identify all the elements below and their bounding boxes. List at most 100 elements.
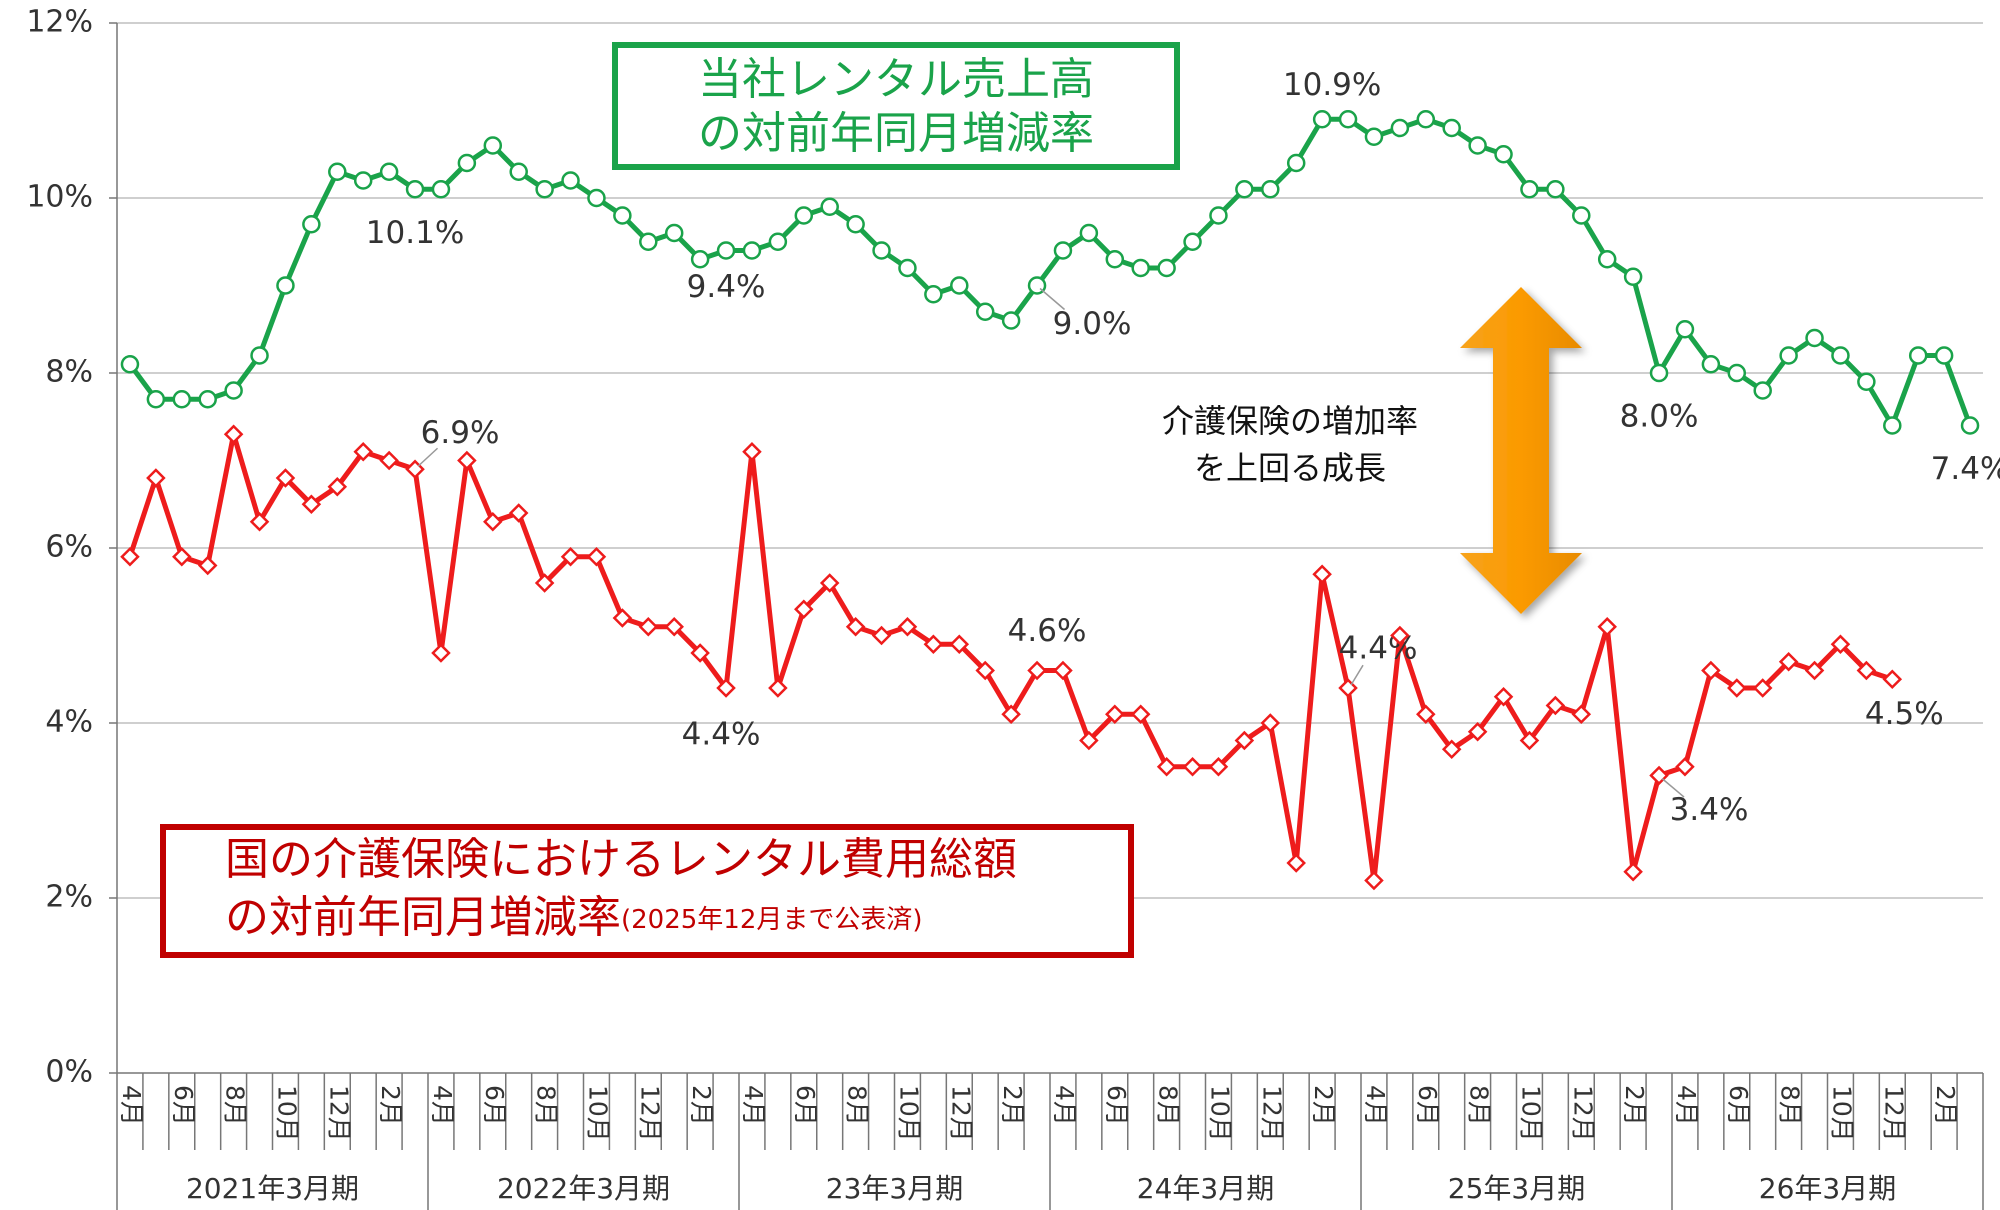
point: [1908, 346, 1928, 365]
point: [1182, 756, 1203, 777]
point: [1027, 660, 1047, 681]
point: [561, 171, 580, 190]
point: [1675, 756, 1695, 777]
group-label: 26年3月期: [1759, 1172, 1896, 1205]
point: [1053, 660, 1073, 681]
point: [1364, 870, 1384, 891]
point: [1312, 110, 1332, 129]
point: [1364, 127, 1384, 146]
point: [1753, 381, 1772, 400]
point: [664, 223, 684, 243]
point: [1390, 625, 1410, 646]
point: [638, 616, 659, 637]
legend-label: の対前年同月増減率(2025年12月まで公表済): [225, 892, 923, 943]
point: [172, 390, 192, 409]
x-tick-label: 6月: [791, 1085, 820, 1126]
data-label: 7.4%: [1931, 451, 2000, 487]
point: [768, 678, 788, 698]
point: [1883, 416, 1902, 435]
point: [1519, 730, 1540, 751]
point: [249, 511, 270, 532]
x-tick-label: 6月: [169, 1085, 198, 1126]
point: [664, 616, 684, 637]
point: [1131, 258, 1150, 278]
point: [975, 660, 995, 681]
annotation: を上回る成長: [1194, 449, 1386, 487]
point: [1260, 713, 1281, 733]
x-tick-label: 6月: [1413, 1085, 1442, 1126]
point: [1416, 704, 1436, 725]
point: [560, 546, 581, 567]
point: [1960, 416, 1980, 435]
group-label: 23年3月期: [826, 1172, 963, 1205]
point: [1001, 704, 1021, 725]
legend-label: 国の介護保険におけるレンタル費用総額: [225, 834, 1017, 885]
point: [1546, 180, 1565, 199]
point: [1934, 346, 1954, 365]
x-tick-label: 4月: [1050, 1085, 1079, 1126]
point: [897, 616, 918, 637]
legend-label: の対前年同月増減率: [225, 892, 621, 943]
point: [1727, 363, 1747, 383]
point: [223, 424, 244, 445]
y-tick-label: 2%: [45, 880, 93, 915]
leader-line: [1661, 777, 1685, 798]
point: [1831, 346, 1850, 365]
x-tick-label: 4月: [739, 1085, 768, 1126]
y-tick-label: 10%: [26, 180, 93, 215]
point: [716, 241, 736, 260]
x-tick-label: 8月: [532, 1085, 561, 1126]
point: [1830, 634, 1851, 655]
data-label: 3.4%: [1670, 792, 1749, 828]
point: [871, 625, 892, 646]
data-label: 9.0%: [1053, 306, 1132, 342]
y-tick-label: 0%: [45, 1055, 93, 1090]
x-tick-label: 6月: [1724, 1085, 1753, 1126]
point: [820, 197, 839, 216]
group-label: 2022年3月期: [497, 1172, 670, 1205]
x-tick-label: 2月: [998, 1085, 1027, 1126]
point: [1675, 320, 1695, 339]
x-tick-label: 2月: [1620, 1085, 1649, 1126]
point: [1390, 118, 1410, 138]
point: [172, 546, 192, 567]
point: [613, 206, 632, 225]
point: [1779, 346, 1798, 365]
point: [1623, 861, 1643, 882]
point: [1701, 660, 1721, 681]
point: [1597, 616, 1617, 637]
point: [1520, 180, 1539, 199]
data-label: 4.5%: [1865, 696, 1944, 732]
x-tick-label: 12月: [1257, 1085, 1286, 1142]
point: [1157, 258, 1176, 278]
point: [120, 355, 140, 374]
point: [431, 180, 451, 199]
legend-box: [612, 42, 1180, 170]
group-label: 2021年3月期: [186, 1172, 359, 1205]
point: [250, 346, 269, 365]
point: [197, 555, 218, 576]
point: [327, 476, 348, 497]
point: [276, 276, 295, 295]
x-tick-label: 12月: [635, 1085, 664, 1142]
series-line: [127, 431, 1894, 883]
point: [612, 608, 633, 628]
y-tick-label: 12%: [26, 5, 93, 40]
point: [768, 232, 788, 251]
leader-line: [1039, 287, 1066, 311]
point: [587, 188, 606, 208]
x-tick-label: 2月: [1309, 1085, 1338, 1126]
leader-line: [417, 447, 439, 467]
point: [379, 450, 399, 471]
x-tick-label: 4月: [1672, 1085, 1701, 1126]
x-tick-label: 12月: [1568, 1085, 1597, 1142]
point: [379, 162, 399, 181]
x-tick-label: 8月: [221, 1085, 250, 1126]
x-tick-label: 8月: [1154, 1085, 1183, 1126]
point: [405, 180, 425, 199]
point: [1235, 180, 1254, 199]
x-tick-label: 10月: [894, 1085, 923, 1142]
point: [1130, 704, 1151, 725]
point: [1416, 110, 1436, 129]
